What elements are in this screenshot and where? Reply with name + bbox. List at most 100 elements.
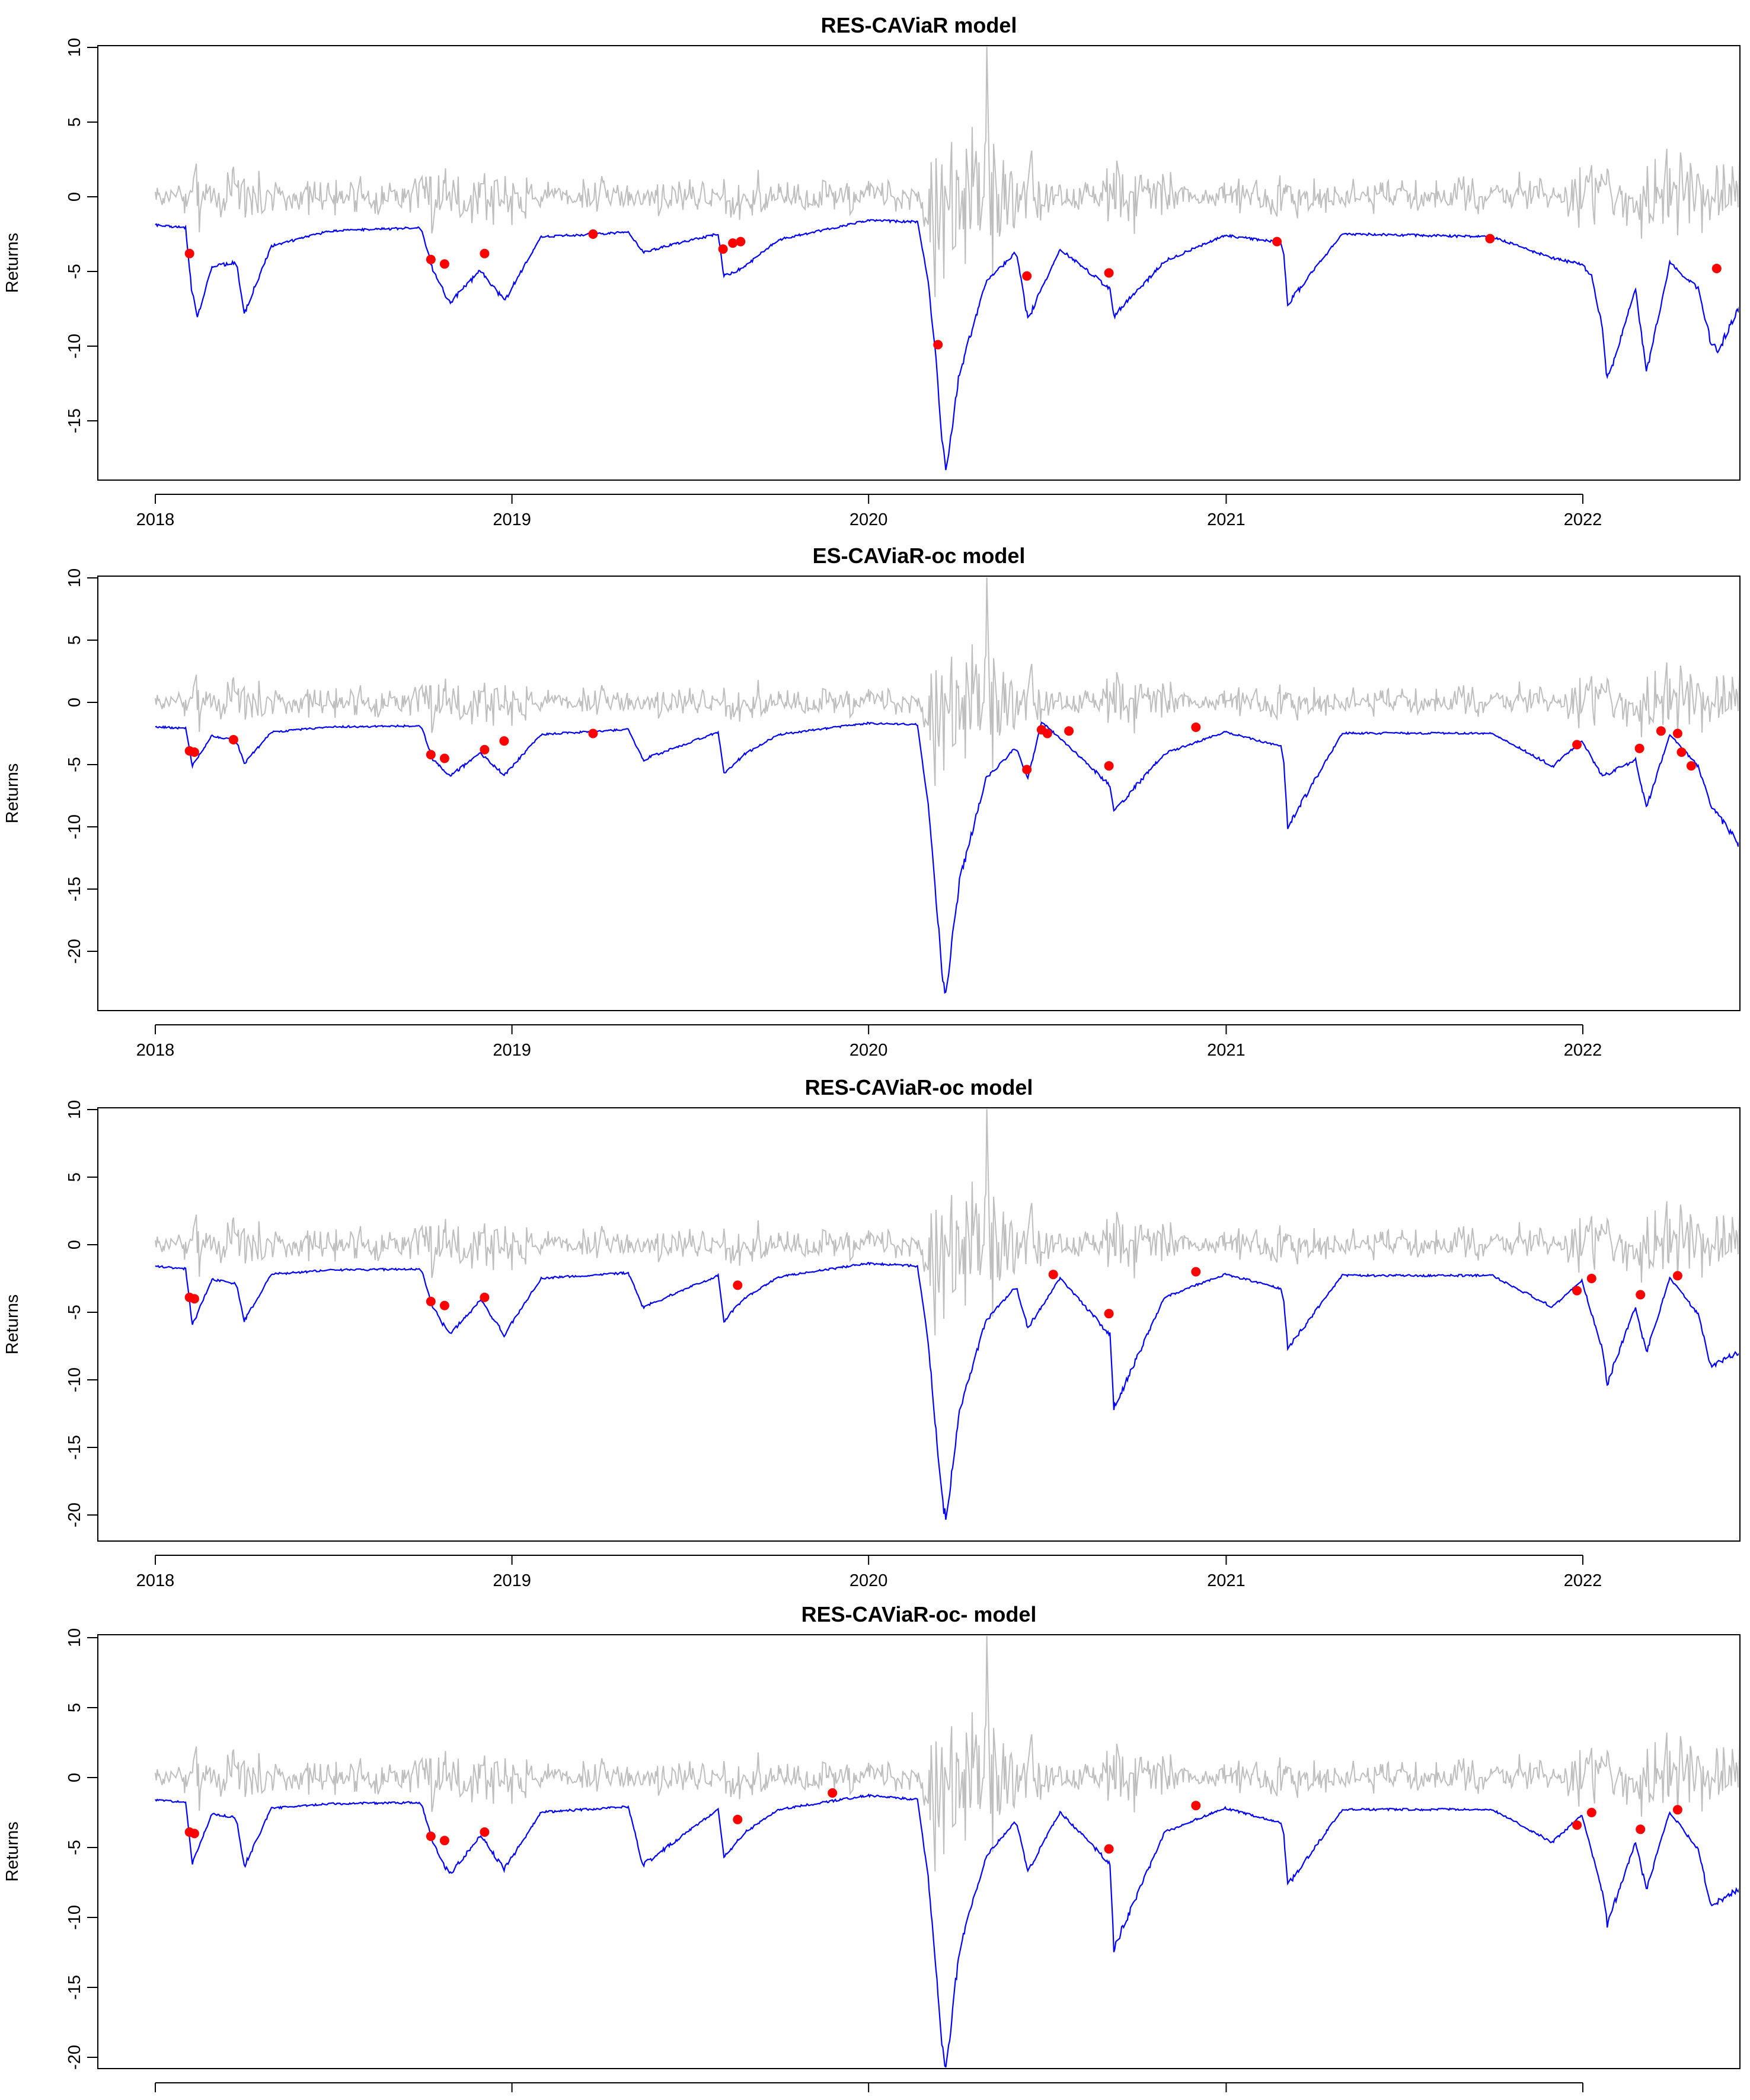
exceedance-point [1672,728,1682,739]
y-tick-label: -5 [65,1305,84,1320]
exceedance-point [228,735,238,744]
exceedance-point [1656,726,1666,736]
exceedance-point [439,753,449,763]
exceedance-point [1676,747,1687,757]
exceedance-point [736,236,746,247]
exceedance-point [933,340,943,350]
chart-panel-3: RES-CAViaR-oc model Returns 10 5 0 -5 -10 -15 -2… [3,1075,1741,1590]
y-tick-label: 5 [65,635,84,645]
exceedance-point [189,747,199,757]
x-tick-label: 2018 [136,1041,175,1060]
exceedance-point [1064,726,1074,736]
y-tick-label: -10 [65,1905,84,1930]
exceedance-point [588,229,598,239]
chart-panel-1: RES-CAViaR model Returns 10 5 0 -5 -10 -15 2018 2… [3,13,1741,529]
exceedance-point [1022,765,1032,775]
exceedance-point [1485,234,1495,244]
y-tick-label: -15 [65,408,84,433]
y-tick-label: -20 [65,939,84,964]
y-tick-label: -5 [65,757,84,772]
exceedance-point [1672,1805,1682,1815]
exceedance-point [439,1836,449,1846]
y-tick-label: 5 [65,117,84,127]
y-tick-label: -15 [65,877,84,902]
exceedance-point [1048,1270,1058,1280]
y-axis-label: Returns [3,763,22,824]
exceedance-point [1272,236,1282,247]
y-axis-label: Returns [3,1294,22,1355]
exceedance-point [426,254,436,264]
exceedance-point [828,1788,838,1798]
x-tick-label: 2020 [850,2099,888,2100]
y-tick-label: 0 [65,192,84,202]
risk-series-line [155,1793,1739,2067]
x-tick-label: 2020 [850,1571,888,1590]
exceedance-point [426,1296,436,1306]
exceedance-point [1634,743,1644,753]
exceedance-point [1711,264,1722,273]
chart-panel-4: RES-CAViaR-oc- model Returns 10 5 0 -5 -10 -15 -… [3,1602,1741,2100]
y-tick-label: 10 [65,1628,84,1647]
y-tick-label: 0 [65,1773,84,1782]
exceedance-point [1636,1824,1646,1834]
exceedance-point [733,1280,743,1290]
y-tick-label: -15 [65,1435,84,1460]
exceedance-point [184,248,194,258]
x-tick-label: 2020 [850,510,888,529]
x-tick-label: 2022 [1564,2099,1602,2100]
plot-frame [97,576,1741,1011]
x-tick-label: 2018 [136,510,175,529]
exceedance-point [499,736,509,746]
exceedance-point [480,1827,490,1837]
y-tick-label: 0 [65,698,84,707]
exceedance-point [439,259,449,269]
x-tick-label: 2018 [136,1571,175,1590]
y-tick-label: -15 [65,1975,84,2000]
x-tick-label: 2022 [1564,1571,1602,1590]
exceedance-point [1104,1844,1114,1854]
exceedance-point [1191,1267,1201,1277]
y-tick-label: 10 [65,1100,84,1119]
exceedance-point [189,1294,199,1304]
exceedance-point [1586,1274,1596,1283]
exceedance-point [189,1829,199,1839]
plot-frame [97,45,1741,481]
x-tick-label: 2021 [1207,1041,1246,1060]
x-tick-label: 2019 [493,510,531,529]
x-tick-label: 2018 [136,2099,175,2100]
exceedance-point [480,1292,490,1302]
exceedance-point [1104,268,1114,278]
x-tick-label: 2019 [493,2099,531,2100]
y-tick-label: 5 [65,1703,84,1712]
exceedance-point [728,238,738,248]
chart-title: RES-CAViaR-oc model [805,1075,1033,1099]
y-tick-label: 10 [65,38,84,57]
y-tick-label: 0 [65,1240,84,1249]
y-tick-label: -20 [65,2045,84,2070]
exceedance-point [1572,740,1582,750]
x-tick-label: 2020 [850,1041,888,1060]
x-tick-label: 2021 [1207,510,1246,529]
exceedance-point [1191,1801,1201,1811]
y-tick-label: -10 [65,814,84,839]
exceedance-point [733,1814,743,1824]
exceedance-point [426,1831,436,1842]
x-tick-label: 2019 [493,1041,531,1060]
chart-panel-2: ES-CAViaR-oc model Returns 10 5 0 -5 -10 -15 -20… [3,544,1741,1060]
exceedance-point [426,750,436,760]
exceedance-point [1586,1808,1596,1817]
plot-frame [97,1107,1741,1542]
exceedance-point [1104,761,1114,771]
exceedance-point [1672,1271,1682,1281]
returns-series-line [155,577,1739,787]
y-tick-label: 5 [65,1172,84,1182]
exceedance-point [718,244,728,254]
risk-series-line [155,1261,1739,1520]
exceedance-point [1572,1286,1582,1296]
y-tick-label: 10 [65,568,84,587]
exceedance-point [439,1300,449,1310]
risk-series-line [155,721,1739,994]
exceedance-point [1572,1820,1582,1830]
